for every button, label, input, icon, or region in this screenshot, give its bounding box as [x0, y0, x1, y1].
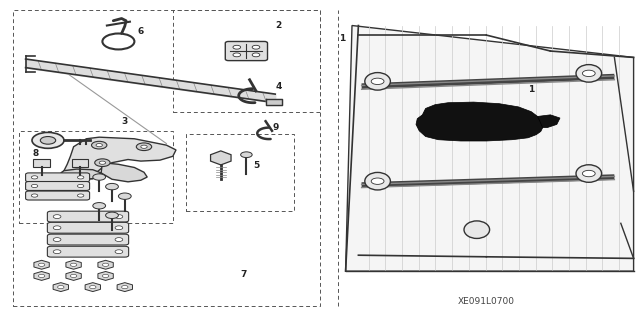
Circle shape — [53, 226, 61, 230]
Circle shape — [252, 53, 260, 57]
Polygon shape — [538, 115, 560, 128]
Polygon shape — [117, 283, 132, 292]
Circle shape — [115, 226, 123, 230]
Polygon shape — [61, 169, 101, 179]
FancyBboxPatch shape — [26, 191, 90, 200]
Circle shape — [141, 145, 147, 148]
Text: 1: 1 — [528, 85, 534, 94]
Circle shape — [371, 178, 384, 184]
Circle shape — [31, 194, 38, 197]
Circle shape — [241, 152, 252, 158]
Polygon shape — [64, 137, 176, 179]
Circle shape — [115, 215, 123, 219]
FancyBboxPatch shape — [47, 222, 129, 233]
Ellipse shape — [365, 172, 390, 190]
FancyBboxPatch shape — [47, 234, 129, 245]
Circle shape — [582, 170, 595, 177]
Circle shape — [31, 176, 38, 179]
Circle shape — [93, 203, 106, 209]
Circle shape — [90, 286, 96, 289]
Text: 7: 7 — [240, 270, 246, 279]
Polygon shape — [34, 271, 49, 280]
Circle shape — [96, 144, 102, 147]
Circle shape — [38, 274, 45, 278]
Text: 6: 6 — [138, 27, 144, 36]
Circle shape — [252, 45, 260, 49]
Text: 8: 8 — [32, 149, 38, 158]
Circle shape — [58, 286, 64, 289]
Polygon shape — [85, 283, 100, 292]
Ellipse shape — [576, 165, 602, 182]
FancyBboxPatch shape — [33, 159, 50, 167]
Circle shape — [77, 184, 84, 188]
FancyBboxPatch shape — [47, 211, 129, 222]
Polygon shape — [66, 271, 81, 280]
Circle shape — [106, 212, 118, 219]
Text: 1: 1 — [339, 34, 346, 43]
Circle shape — [136, 143, 152, 151]
FancyBboxPatch shape — [47, 246, 129, 257]
Ellipse shape — [365, 73, 390, 90]
Text: 2: 2 — [275, 21, 282, 30]
Polygon shape — [416, 102, 543, 141]
FancyBboxPatch shape — [26, 182, 90, 190]
Circle shape — [102, 274, 109, 278]
Circle shape — [40, 137, 56, 144]
Circle shape — [53, 238, 61, 241]
Ellipse shape — [464, 221, 490, 239]
Circle shape — [32, 132, 64, 148]
Text: XE091L0700: XE091L0700 — [458, 297, 515, 306]
Polygon shape — [101, 163, 147, 182]
Circle shape — [122, 286, 128, 289]
Circle shape — [233, 45, 241, 49]
Circle shape — [53, 215, 61, 219]
Polygon shape — [34, 260, 49, 269]
Circle shape — [70, 274, 77, 278]
Circle shape — [115, 250, 123, 254]
Polygon shape — [53, 283, 68, 292]
Text: 5: 5 — [253, 161, 259, 170]
Circle shape — [53, 250, 61, 254]
Polygon shape — [98, 260, 113, 269]
Circle shape — [31, 184, 38, 188]
Circle shape — [99, 161, 106, 164]
Text: 3: 3 — [122, 117, 128, 126]
Circle shape — [233, 53, 241, 57]
Circle shape — [38, 263, 45, 266]
Circle shape — [95, 159, 110, 167]
Circle shape — [582, 70, 595, 77]
Ellipse shape — [576, 64, 602, 82]
Circle shape — [102, 263, 109, 266]
Text: 9: 9 — [272, 123, 278, 132]
Circle shape — [77, 194, 84, 197]
FancyBboxPatch shape — [72, 159, 88, 167]
FancyBboxPatch shape — [26, 173, 90, 182]
Polygon shape — [98, 271, 113, 280]
Polygon shape — [346, 26, 634, 271]
Circle shape — [115, 238, 123, 241]
Circle shape — [77, 176, 84, 179]
Text: 4: 4 — [275, 82, 282, 91]
Polygon shape — [66, 260, 81, 269]
Circle shape — [93, 174, 106, 180]
Circle shape — [70, 263, 77, 266]
FancyBboxPatch shape — [225, 41, 268, 61]
Circle shape — [371, 78, 384, 85]
Circle shape — [106, 183, 118, 190]
Circle shape — [92, 141, 107, 149]
Polygon shape — [211, 151, 231, 165]
Circle shape — [118, 193, 131, 199]
